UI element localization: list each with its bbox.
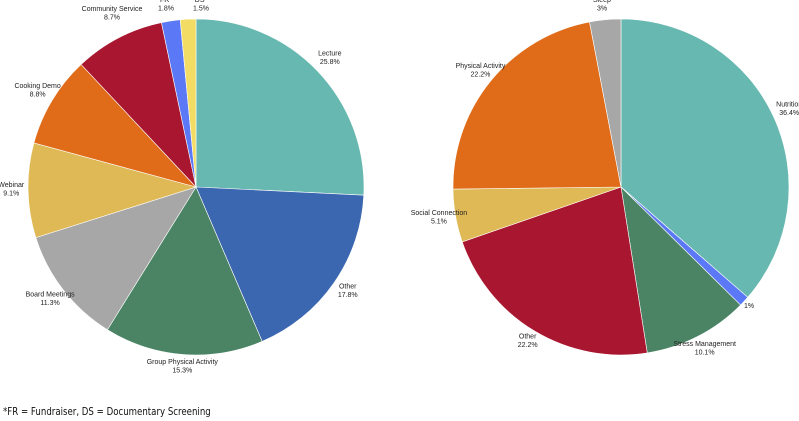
- slice-label-ds: DS* 1.5%: [193, 0, 209, 13]
- pie-slice-group-physical-activity: [106, 186, 263, 356]
- slice-label-stress-management: Stress Management 10.1%: [673, 341, 736, 357]
- slice-label-1: 1%: [744, 303, 754, 310]
- slice-label-lecture: Lecture 25.8%: [318, 51, 341, 66]
- slice-label-physical-activity: Physical Activity 22.2%: [456, 63, 506, 79]
- slice-label-other: Other 17.8%: [338, 283, 358, 299]
- pie-slice-webinar: [27, 142, 198, 238]
- slice-label-nutrition: Nutrition36.4%: [776, 101, 799, 117]
- pie-slice-community-service: [80, 22, 197, 188]
- pie-slice-board-meetings: [35, 186, 197, 331]
- slice-label-fr: FR* 1.8%: [158, 0, 174, 13]
- slice-label-board-meetings: Board Meetings 11.3%: [26, 291, 76, 307]
- pie-slice-stress-management: [620, 186, 741, 354]
- pie-slice-lecture: [195, 18, 365, 196]
- pie-slice-cooking-demo: [33, 64, 197, 188]
- pie-slice-sleep: [589, 18, 622, 188]
- pie-slice-ds: [179, 18, 197, 188]
- slice-label-other: Other 22.2%: [518, 334, 538, 350]
- pie-chart-event-types: Lecture 25.8% Other 17.8% Group Physical Act…: [0, 0, 365, 375]
- slice-label-group-physical-activity: Group Physical Activity 15.3%: [147, 359, 219, 375]
- slice-label-community-service: Community Service 8.7%: [82, 6, 143, 22]
- slice-label-social-connection: Social Connection 5.1%: [411, 210, 468, 226]
- pie-slice-nutrition: [620, 18, 790, 298]
- pie-slice-other: [195, 186, 365, 342]
- pie-slice-other: [461, 186, 648, 356]
- slice-label-sleep: Sleep 3%: [593, 0, 611, 13]
- slice-label-cooking-demo: Cooking Demo 8.8%: [14, 83, 60, 99]
- footnote: *FR = Fundraiser, DS = Documentary Scree…: [3, 406, 211, 418]
- pie-slice-physical-activity: [452, 21, 622, 190]
- slice-label-webinar: Webinar 9.1%: [0, 182, 25, 198]
